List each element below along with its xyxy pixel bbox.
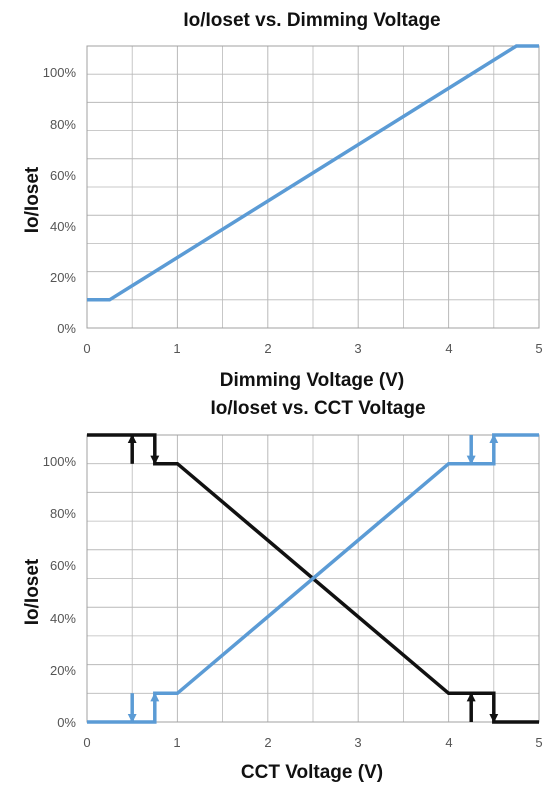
x-tick-label: 5 <box>535 341 542 356</box>
y-tick-label: 80% <box>50 117 76 132</box>
chart-dimming-x-axis-label: Dimming Voltage (V) <box>220 370 404 391</box>
y-tick-label: 0% <box>57 715 76 730</box>
x-tick-label: 3 <box>354 341 361 356</box>
y-tick-label: 60% <box>50 558 76 573</box>
chart-dimming: Io/Ioset vs. Dimming Voltage 0% 20% 40% … <box>22 10 543 391</box>
x-tick-label: 1 <box>173 735 180 750</box>
chart-dimming-title: Io/Ioset vs. Dimming Voltage <box>183 10 440 31</box>
y-tick-label: 40% <box>50 611 76 626</box>
chart-dimming-x-ticks: 0 1 2 3 4 5 <box>83 341 542 356</box>
series-line-blue <box>87 44 539 302</box>
x-tick-label: 4 <box>445 341 452 356</box>
x-tick-label: 4 <box>445 735 452 750</box>
x-tick-label: 3 <box>354 735 361 750</box>
x-tick-label: 1 <box>173 341 180 356</box>
y-tick-label: 0% <box>57 321 76 336</box>
chart-cct-series <box>87 433 539 724</box>
y-tick-label: 20% <box>50 270 76 285</box>
chart-dimming-series <box>87 44 539 302</box>
y-tick-label: 20% <box>50 663 76 678</box>
x-tick-label: 0 <box>83 341 90 356</box>
chart-cct-title: Io/Ioset vs. CCT Voltage <box>210 398 425 419</box>
chart-cct-y-axis-label: Io/Ioset <box>22 558 43 625</box>
chart-cct-y-ticks: 0% 20% 40% 60% 80% 100% <box>43 454 77 730</box>
chart-dimming-y-axis-label: Io/Ioset <box>22 166 43 233</box>
x-tick-label: 0 <box>83 735 90 750</box>
x-tick-label: 2 <box>264 735 271 750</box>
chart-cct-x-axis-label: CCT Voltage (V) <box>241 762 383 783</box>
chart-cct-x-ticks: 0 1 2 3 4 5 <box>83 735 542 750</box>
plot-area-border <box>86 45 540 329</box>
y-tick-label: 100% <box>43 65 77 80</box>
y-tick-label: 100% <box>43 454 77 469</box>
x-tick-label: 5 <box>535 735 542 750</box>
y-tick-label: 40% <box>50 219 76 234</box>
plot-area-border <box>86 434 540 723</box>
chart-cct: Io/Ioset vs. CCT Voltage 0% 20% 40% 60% … <box>22 398 543 783</box>
x-tick-label: 2 <box>264 341 271 356</box>
y-tick-label: 60% <box>50 168 76 183</box>
chart-dimming-y-ticks: 0% 20% 40% 60% 80% 100% <box>43 65 77 336</box>
chart-dimming-grid <box>86 45 540 329</box>
y-tick-label: 80% <box>50 506 76 521</box>
